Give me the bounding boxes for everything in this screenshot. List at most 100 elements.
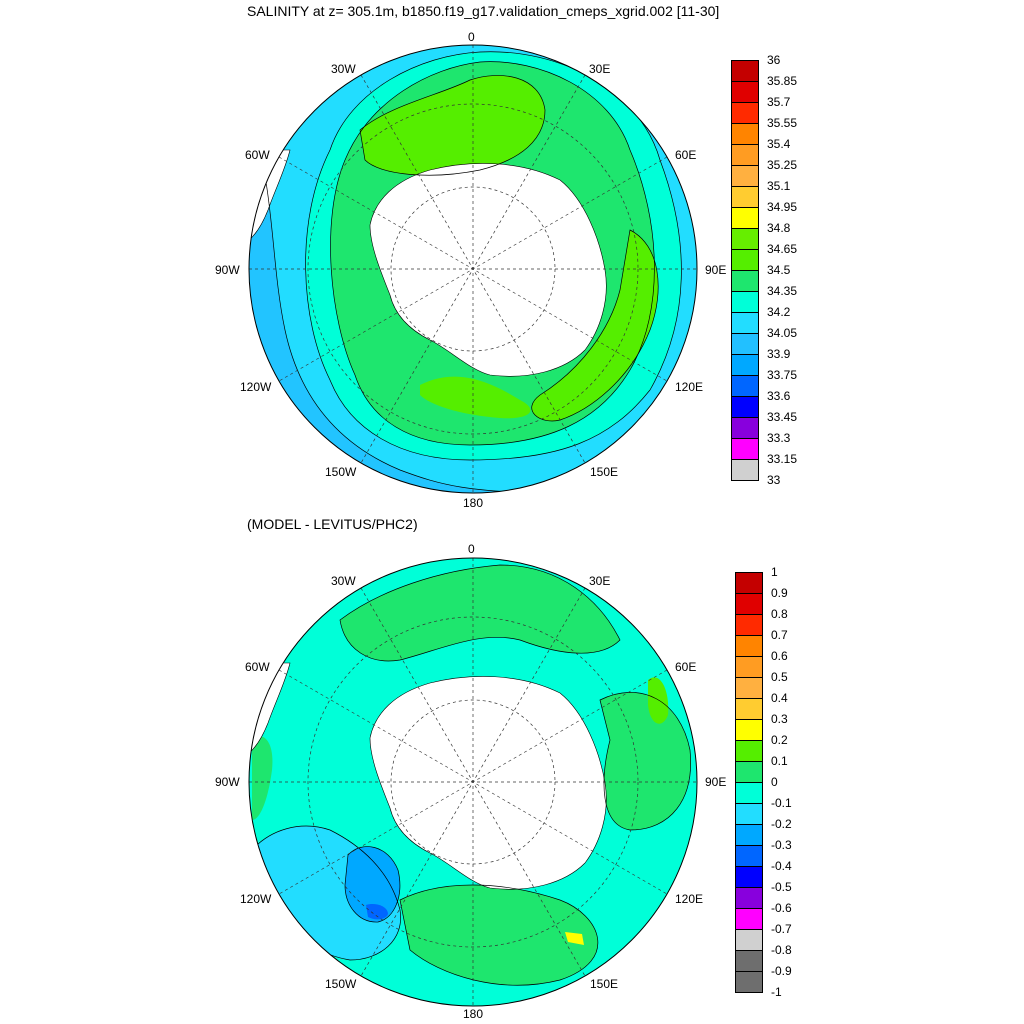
bottom-colorbar-label: 0.1 bbox=[771, 754, 788, 768]
bottom-colorbar-swatch bbox=[735, 572, 763, 594]
bottom-colorbar-swatch bbox=[735, 866, 763, 888]
top-colorbar-label: 34.8 bbox=[767, 221, 791, 235]
bottom-colorbar-swatch bbox=[735, 845, 763, 867]
bottom-colorbar-label: 0.6 bbox=[771, 649, 788, 663]
bottom-pos-se-yellow bbox=[565, 932, 584, 945]
bottom-colorbar-label: -0.2 bbox=[771, 817, 792, 831]
bottom-colorbar-label: -0.6 bbox=[771, 901, 792, 915]
bottom-colorbar-swatch bbox=[735, 635, 763, 657]
top-colorbar-label: 33.15 bbox=[767, 452, 798, 466]
bottom-neg-core-03 bbox=[366, 904, 388, 920]
top-colorbar-label: 34.35 bbox=[767, 284, 798, 298]
top-colorbar-label: 33.3 bbox=[767, 431, 791, 445]
top-graticule bbox=[249, 45, 697, 493]
top-lon-120e: 120E bbox=[675, 380, 704, 394]
bottom-pos-north bbox=[340, 565, 620, 661]
top-colorbar-label: 34.05 bbox=[767, 326, 798, 340]
top-lon-0: 0 bbox=[468, 30, 475, 44]
bottom-lon-150e: 150E bbox=[590, 977, 619, 991]
top-colorbar-label: 33.75 bbox=[767, 368, 798, 382]
bottom-lon-30w: 30W bbox=[331, 574, 356, 588]
top-colorbar-swatch bbox=[731, 459, 759, 481]
bottom-neg-core-02 bbox=[345, 846, 400, 923]
bottom-colorbar-swatch bbox=[735, 740, 763, 762]
bottom-colorbar-swatch bbox=[735, 908, 763, 930]
top-colorbar-label: 35.25 bbox=[767, 158, 798, 172]
bottom-colorbar: 1 0.9 0.8 0.7 0.6 0.5 0.4 0.3 0.2 0.1 0 -0.1 -0.2 -0.… bbox=[735, 565, 845, 999]
bottom-lon-60e: 60E bbox=[675, 660, 697, 674]
bottom-colorbar-label: 1 bbox=[771, 565, 778, 579]
bottom-lon-90e: 90E bbox=[705, 775, 727, 789]
top-colorbar-label: 34.5 bbox=[767, 263, 791, 277]
top-colorbar-label: 33 bbox=[767, 473, 781, 487]
bottom-colorbar-swatch bbox=[735, 782, 763, 804]
top-map-border bbox=[248, 44, 698, 494]
bottom-colorbar-label: 0.2 bbox=[771, 733, 788, 747]
bottom-colorbar-label: -0.4 bbox=[771, 859, 792, 873]
bottom-colorbar-swatch bbox=[735, 593, 763, 615]
bottom-colorbar-swatch bbox=[735, 824, 763, 846]
top-lon-90e: 90E bbox=[705, 263, 727, 277]
bottom-lon-0: 0 bbox=[468, 542, 475, 556]
top-colorbar-label: 33.9 bbox=[767, 347, 791, 361]
top-patch-3465-east bbox=[531, 230, 659, 421]
bottom-pos-west bbox=[252, 736, 273, 820]
bottom-map-border bbox=[248, 557, 698, 1007]
top-lon-30e: 30E bbox=[589, 62, 611, 76]
top-colorbar-label: 35.55 bbox=[767, 116, 798, 130]
bottom-lon-150w: 150W bbox=[325, 977, 357, 991]
bottom-colorbar-swatch bbox=[735, 887, 763, 909]
bottom-colorbar-swatch bbox=[735, 677, 763, 699]
bottom-colorbar-label: -1 bbox=[771, 985, 782, 999]
top-panel-title: SALINITY at z= 305.1m, b1850.f19_g17.val… bbox=[247, 3, 720, 19]
bottom-colorbar-label: -0.8 bbox=[771, 943, 792, 957]
top-colorbar-label: 34.2 bbox=[767, 305, 791, 319]
top-lon-60w: 60W bbox=[245, 148, 270, 162]
top-colorbar-label: 35.85 bbox=[767, 74, 798, 88]
bottom-lon-60w: 60W bbox=[245, 660, 270, 674]
bottom-colorbar-label: -0.7 bbox=[771, 922, 792, 936]
bottom-pos-east bbox=[600, 692, 691, 830]
bottom-graticule bbox=[249, 558, 697, 1006]
bottom-colorbar-swatch bbox=[735, 698, 763, 720]
top-colorbar-label: 34.65 bbox=[767, 242, 798, 256]
top-colorbar-label: 35.1 bbox=[767, 179, 791, 193]
bottom-colorbar-swatch bbox=[735, 971, 763, 993]
top-colorbar-label: 35.7 bbox=[767, 95, 791, 109]
bottom-colorbar-label: 0.4 bbox=[771, 691, 788, 705]
bottom-lon-120w: 120W bbox=[240, 892, 272, 906]
bottom-colorbar-label: 0.7 bbox=[771, 628, 788, 642]
top-lon-30w: 30W bbox=[331, 62, 356, 76]
bottom-colorbar-label: -0.5 bbox=[771, 880, 792, 894]
bottom-colorbar-label: 0 bbox=[771, 775, 778, 789]
top-lon-150w: 150W bbox=[325, 465, 357, 479]
bottom-colorbar-label: 0.3 bbox=[771, 712, 788, 726]
bottom-colorbar-label: 0.5 bbox=[771, 670, 788, 684]
bottom-colorbar-swatch bbox=[735, 950, 763, 972]
bottom-pos-south bbox=[400, 885, 598, 986]
bottom-colorbar-swatch bbox=[735, 614, 763, 636]
bottom-lon-90w: 90W bbox=[215, 775, 240, 789]
bottom-colorbar-label: -0.1 bbox=[771, 796, 792, 810]
top-colorbar-label: 35.4 bbox=[767, 137, 791, 151]
bottom-colorbar-swatch bbox=[735, 719, 763, 741]
top-patch-3465-north bbox=[360, 75, 545, 176]
bottom-colorbar-swatch bbox=[735, 803, 763, 825]
top-lon-60e: 60E bbox=[675, 148, 697, 162]
top-lon-150e: 150E bbox=[590, 465, 619, 479]
top-colorbar-label: 33.6 bbox=[767, 389, 791, 403]
bottom-colorbar-swatch bbox=[735, 761, 763, 783]
top-colorbar-label: 34.95 bbox=[767, 200, 798, 214]
bottom-colorbar-label: -0.9 bbox=[771, 964, 792, 978]
bottom-colorbar-swatch bbox=[735, 656, 763, 678]
bottom-lon-120e: 120E bbox=[675, 892, 704, 906]
bottom-lon-30e: 30E bbox=[589, 574, 611, 588]
bottom-pos-ne bbox=[648, 677, 669, 724]
bottom-colorbar-swatch bbox=[735, 929, 763, 951]
top-antarctica bbox=[369, 163, 607, 377]
top-colorbar-label: 36 bbox=[767, 53, 781, 67]
top-lon-180: 180 bbox=[463, 496, 484, 510]
top-colorbar: 36 35.85 35.7 35.55 35.4 35.25 35.1 34.95 34.8 34… bbox=[731, 53, 841, 487]
bottom-colorbar-label: 0.8 bbox=[771, 607, 788, 621]
